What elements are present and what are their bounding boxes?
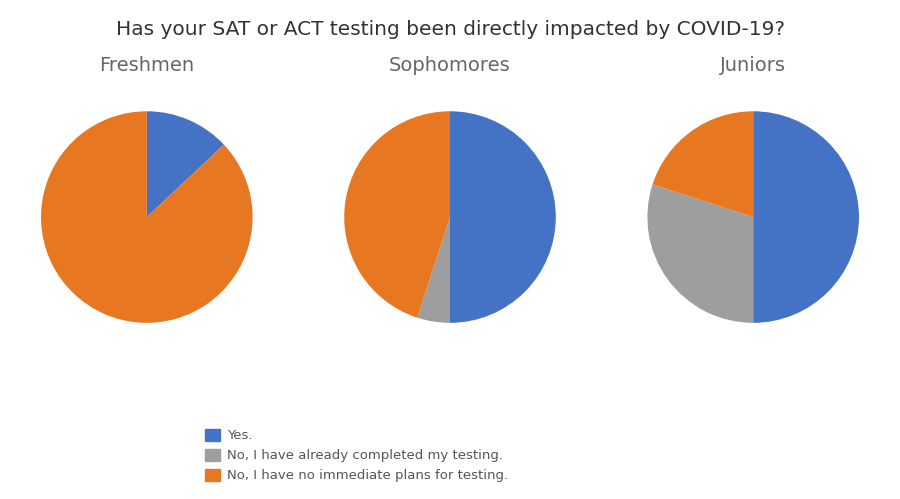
Wedge shape [147,111,224,217]
Wedge shape [450,111,556,323]
Title: Sophomores: Sophomores [389,56,511,75]
Wedge shape [418,217,450,323]
Wedge shape [647,184,753,323]
Wedge shape [41,111,253,323]
Wedge shape [652,111,753,217]
Title: Freshmen: Freshmen [99,56,194,75]
Title: Juniors: Juniors [720,56,787,75]
Legend: Yes., No, I have already completed my testing., No, I have no immediate plans fo: Yes., No, I have already completed my te… [204,429,508,483]
Wedge shape [753,111,859,323]
Wedge shape [344,111,450,318]
Text: Has your SAT or ACT testing been directly impacted by COVID-19?: Has your SAT or ACT testing been directl… [115,20,785,39]
